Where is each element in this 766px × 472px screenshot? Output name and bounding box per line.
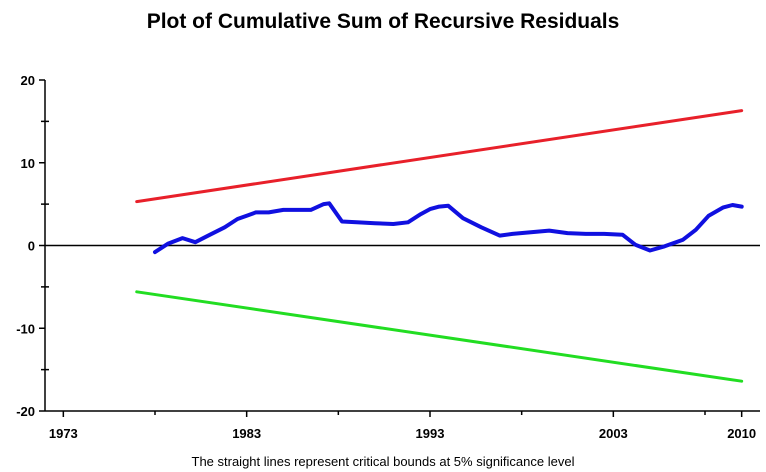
x-tick-label: 1983 bbox=[232, 426, 261, 441]
y-tick-label: 20 bbox=[21, 73, 35, 88]
x-tick-label: 2010 bbox=[727, 426, 756, 441]
y-tick-label: 0 bbox=[28, 239, 35, 254]
x-tick-label: 1973 bbox=[49, 426, 78, 441]
cusum-line bbox=[153, 201, 744, 255]
y-tick-label: -20 bbox=[16, 404, 35, 419]
y-tick-label: -10 bbox=[16, 321, 35, 336]
series-layer bbox=[135, 109, 744, 383]
x-tick-label: 2003 bbox=[599, 426, 628, 441]
chart-footnote: The straight lines represent critical bo… bbox=[191, 454, 575, 469]
lower-bound-line bbox=[135, 290, 744, 383]
y-tick-label: 10 bbox=[21, 156, 35, 171]
chart-title: Plot of Cumulative Sum of Recursive Resi… bbox=[146, 10, 620, 33]
x-tick-label: 1993 bbox=[416, 426, 445, 441]
upper-bound-line bbox=[135, 109, 744, 204]
